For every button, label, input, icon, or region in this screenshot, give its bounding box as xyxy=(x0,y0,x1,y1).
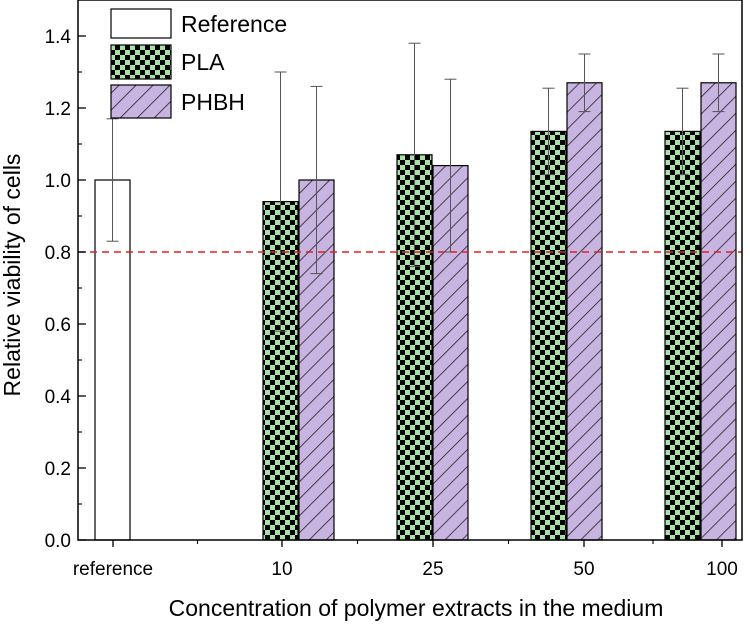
x-tick-label: 10 xyxy=(271,559,292,580)
y-tick-label: 0.8 xyxy=(45,243,71,264)
y-axis-title: Relative viability of cells xyxy=(0,154,25,397)
bar-pla-50 xyxy=(530,130,567,541)
y-tick-label: 0.4 xyxy=(45,387,72,408)
y-tick-label: 1.0 xyxy=(45,171,71,192)
legend-label-pla: PLA xyxy=(181,49,225,75)
x-tick-label: 50 xyxy=(573,559,594,580)
x-tick-label: 100 xyxy=(706,559,738,580)
y-tick-label: 0.6 xyxy=(45,315,71,336)
legend-label-phbh: PHBH xyxy=(181,89,245,115)
bar-phbh-50 xyxy=(566,82,603,541)
y-tick-label: 1.4 xyxy=(45,27,72,48)
plot-frame xyxy=(77,0,743,541)
bar-phbh-100 xyxy=(700,82,737,541)
bar-pla-100 xyxy=(664,130,701,541)
legend-label-reference: Reference xyxy=(181,11,287,37)
y-tick-label: 0.2 xyxy=(45,459,71,480)
x-tick-label: 25 xyxy=(422,559,443,580)
x-axis-title: Concentration of polymer extracts in the… xyxy=(169,595,664,621)
legend-swatch-reference xyxy=(110,8,172,39)
y-tick-label: 1.2 xyxy=(45,99,71,120)
plot-layer xyxy=(78,42,742,541)
axes-layer: 0.0 0.2 0.4 0.6 0.8 1.0 1.2 1.4 reference 10 25 50 1… xyxy=(45,0,743,580)
x-tick-label: reference xyxy=(73,559,153,580)
y-tick-label: 0.0 xyxy=(45,531,71,552)
legend: Reference PLA PHBH xyxy=(110,8,287,119)
legend-swatch-pla xyxy=(110,44,172,80)
legend-swatch-phbh xyxy=(110,84,172,119)
